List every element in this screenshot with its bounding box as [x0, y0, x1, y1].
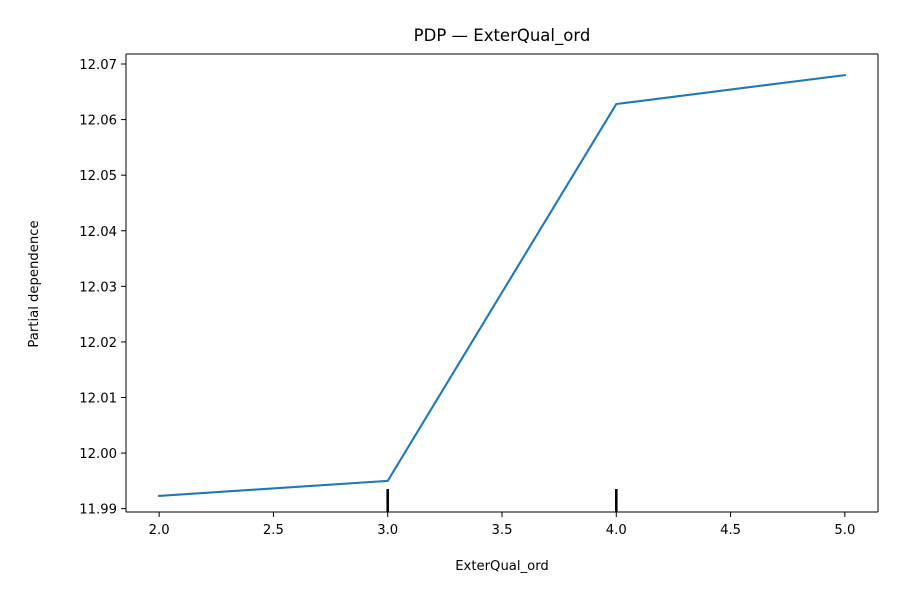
y-axis-label: Partial dependence — [27, 220, 42, 347]
plot-area: 2.0 2.5 3.0 3.5 4.0 4.5 5.0 11.99 12.00 12.01 12.0… — [79, 53, 879, 538]
y-tick-label: 11.99 — [79, 503, 117, 518]
x-tick-label: 4.0 — [606, 523, 627, 538]
y-tick-label: 12.02 — [79, 336, 117, 351]
y-tick-label: 12.07 — [79, 58, 117, 73]
x-tick-label: 5.0 — [834, 523, 855, 538]
x-tick-label: 2.5 — [263, 523, 284, 538]
series-line-0 — [158, 73, 847, 497]
y-tick-label: 12.05 — [79, 169, 117, 184]
x-tick-label: 4.5 — [720, 523, 741, 538]
y-tick-label: 12.01 — [79, 392, 117, 407]
x-axis-label: ExterQual_ord — [455, 559, 549, 574]
y-tick-label: 12.03 — [79, 280, 117, 295]
chart-title: PDP — ExterQual_ord — [414, 26, 591, 46]
x-tick-label: 2.0 — [149, 523, 170, 538]
y-tick-label: 12.00 — [79, 447, 117, 462]
x-tick-label: 3.0 — [377, 523, 398, 538]
y-tick-label: 12.04 — [79, 225, 117, 240]
x-tick-label: 3.5 — [492, 523, 513, 538]
y-tick-label: 12.06 — [79, 114, 117, 129]
